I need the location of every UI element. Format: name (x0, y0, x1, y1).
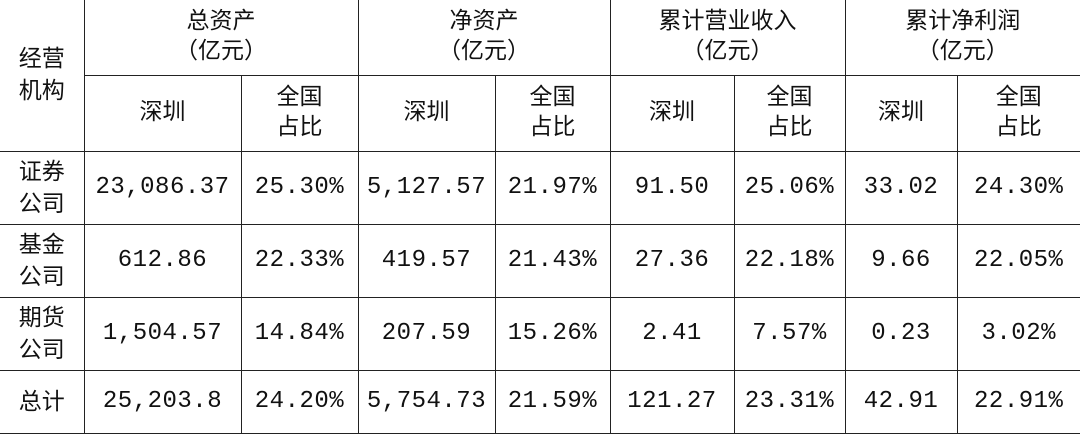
cell-national-share: 25.06% (733, 150, 846, 225)
row-label-text: 基金 (18, 231, 65, 258)
subheader-shenzhen: 深圳 (357, 74, 496, 152)
subheader-national-share: 全国 占比 (494, 74, 611, 152)
subheader-national-share: 全国 占比 (956, 74, 1080, 152)
cell-shenzhen-value: 23,086.37 (83, 150, 242, 225)
group-unit: （亿元） (438, 38, 530, 65)
group-header-revenue: 累计营业收入 （亿元） (609, 0, 846, 76)
cell-national-share: 21.43% (494, 223, 611, 298)
subheader-text: 占比 (995, 114, 1042, 141)
header-text: 经营 (18, 46, 65, 73)
subheader-shenzhen: 深圳 (844, 74, 958, 152)
group-unit: （亿元） (681, 38, 774, 65)
group-title: 累计净利润 (905, 8, 1021, 35)
table-row: 证券 公司 23,086.37 25.30% 5,127.57 21.97% 91.50 25… (0, 150, 1080, 225)
cell-national-share: 22.33% (240, 223, 359, 298)
row-label-header: 经营 机构 (0, 0, 85, 152)
subheader-national-share: 全国 占比 (733, 74, 846, 152)
cell-national-share: 21.97% (494, 150, 611, 225)
subheader-text: 全国 (276, 84, 323, 111)
table-row: 基金 公司 612.86 22.33% 419.57 21.43% 27.36 22.18% 9… (0, 223, 1080, 298)
cell-national-share: 21.59% (494, 369, 611, 435)
cell-national-share: 24.20% (240, 369, 359, 435)
cell-national-share: 14.84% (240, 296, 359, 371)
row-label: 期货 公司 (0, 296, 85, 371)
cell-national-share: 23.31% (733, 369, 846, 435)
cell-shenzhen-value: 419.57 (357, 223, 496, 298)
group-title: 总资产 (186, 8, 256, 35)
cell-shenzhen-value: 612.86 (83, 223, 242, 298)
cell-shenzhen-value: 0.23 (844, 296, 958, 371)
cell-shenzhen-value: 1,504.57 (83, 296, 242, 371)
group-header-total-assets: 总资产 （亿元） (83, 0, 359, 76)
subheader-text: 占比 (766, 114, 813, 141)
subheader-row: 深圳 全国 占比 深圳 全国 占比 深圳 全国 占比 深圳 全国 占比 (0, 74, 1080, 152)
group-unit: （亿元） (916, 38, 1009, 65)
group-title: 累计营业收入 (658, 8, 797, 35)
subheader-national-share: 全国 占比 (240, 74, 359, 152)
cell-shenzhen-value: 121.27 (609, 369, 735, 435)
group-unit: （亿元） (175, 38, 267, 65)
table-row: 期货 公司 1,504.57 14.84% 207.59 15.26% 2.41 7.57% 0… (0, 296, 1080, 371)
subheader-text: 全国 (529, 84, 576, 111)
subheader-shenzhen: 深圳 (609, 74, 735, 152)
table-row: 总计 25,203.8 24.20% 5,754.73 21.59% 121.27 23.3… (0, 369, 1080, 435)
header-row: 经营 机构 总资产 （亿元） 净资产 （亿元） 累计营业收入 （亿元） 累计净利润 （亿… (0, 0, 1080, 152)
subheader-text: 全国 (766, 84, 813, 111)
cell-shenzhen-value: 33.02 (844, 150, 958, 225)
cell-shenzhen-value: 207.59 (357, 296, 496, 371)
cell-shenzhen-value: 42.91 (844, 369, 958, 435)
cell-national-share: 3.02% (956, 296, 1080, 371)
header-text: 机构 (18, 78, 65, 105)
subheader-text: 占比 (276, 114, 323, 141)
subheader-shenzhen: 深圳 (84, 74, 242, 152)
cell-shenzhen-value: 25,203.8 (83, 369, 242, 435)
row-label-text: 证券 (18, 158, 65, 185)
row-label-text: 公司 (18, 263, 65, 290)
group-title: 净资产 (449, 8, 519, 35)
subheader-text: 占比 (529, 114, 576, 141)
cell-shenzhen-value: 5,754.73 (357, 369, 496, 435)
cell-shenzhen-value: 27.36 (609, 223, 735, 298)
row-label-text: 期货 (18, 304, 65, 331)
cell-national-share: 24.30% (956, 150, 1080, 225)
row-label: 总计 (0, 369, 85, 435)
cell-shenzhen-value: 5,127.57 (357, 150, 496, 225)
cell-national-share: 22.91% (956, 369, 1080, 435)
row-label: 证券 公司 (0, 150, 85, 225)
row-label-text: 公司 (18, 336, 65, 363)
row-label-text: 总计 (18, 388, 65, 415)
group-header-net-profit: 累计净利润 （亿元） (844, 0, 1080, 76)
cell-national-share: 7.57% (733, 296, 846, 371)
row-label: 基金 公司 (0, 223, 85, 298)
cell-shenzhen-value: 9.66 (844, 223, 958, 298)
cell-national-share: 15.26% (494, 296, 611, 371)
cell-national-share: 25.30% (240, 150, 359, 225)
subheader-text: 全国 (995, 84, 1042, 111)
row-label-text: 公司 (18, 190, 65, 217)
cell-national-share: 22.05% (956, 223, 1080, 298)
cell-shenzhen-value: 2.41 (609, 296, 735, 371)
cell-shenzhen-value: 91.50 (609, 150, 735, 225)
group-header-net-assets: 净资产 （亿元） (357, 0, 611, 76)
cell-national-share: 22.18% (733, 223, 846, 298)
